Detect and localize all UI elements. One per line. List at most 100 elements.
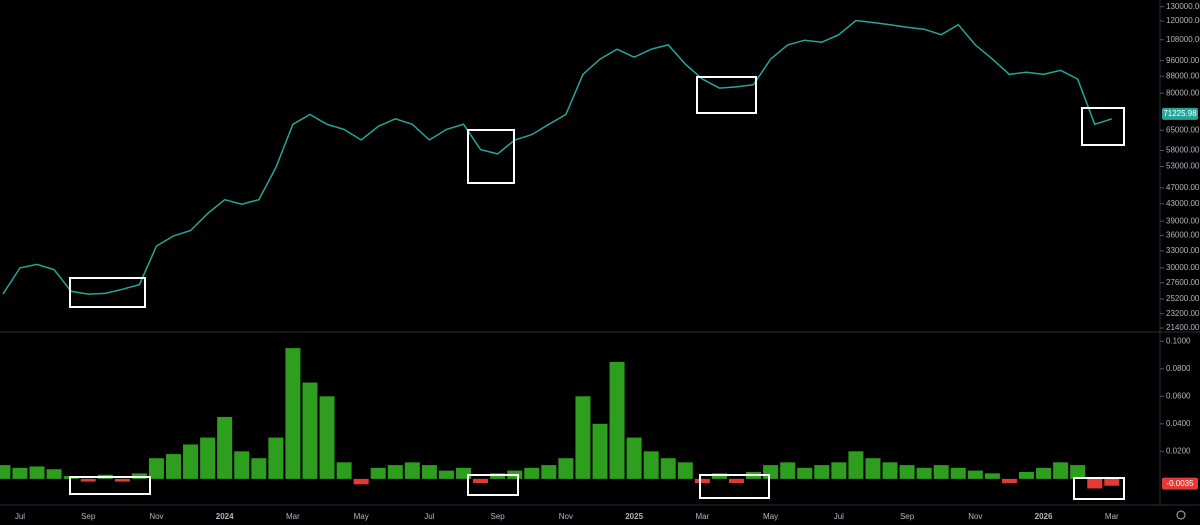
funding-bar [490,473,506,479]
funding-bar [1001,478,1017,483]
x-tick-label: Sep [900,512,915,521]
funding-bar [797,467,813,479]
funding-bar [353,478,369,485]
y-tick-label: 25200.00 [1166,294,1200,303]
funding-bar [370,467,386,479]
annotation-box [467,474,519,496]
funding-bar [831,462,847,479]
funding-bar [456,467,472,479]
x-tick-label: Mar [1105,512,1119,521]
y-tick-label: 27600.00 [1166,278,1200,287]
funding-bar [1036,467,1052,479]
y-tick-label: 30000.00 [1166,263,1200,272]
funding-bar [728,478,744,483]
y-tick-label: 0.0800 [1166,364,1191,373]
funding-bar [285,348,301,479]
funding-bar [148,458,164,479]
funding-bar [0,465,11,479]
last-value-badge [1162,477,1198,490]
funding-bar [1087,478,1103,489]
funding-bar [524,467,540,479]
y-tick-label: 120000.00 [1166,16,1200,25]
funding-bar [234,451,250,479]
funding-bar [336,462,352,479]
x-tick-label: 2025 [625,512,643,521]
funding-bar [626,437,642,479]
y-tick-label: 36000.00 [1166,231,1200,240]
funding-bar [80,478,96,482]
y-tick-label: 88000.00 [1166,71,1200,80]
marks [0,19,1120,489]
annotation-box [69,277,146,308]
funding-bar [404,462,420,479]
funding-bar [660,458,676,479]
y-tick-label: 65000.00 [1166,125,1200,134]
y-tick-label: 96000.00 [1166,56,1200,65]
funding-bar [916,467,932,479]
funding-bar [319,396,335,479]
funding-bar [114,478,130,482]
funding-bar [1104,478,1120,486]
funding-bar [46,469,62,479]
funding-bar [933,465,949,479]
funding-bar [950,467,966,479]
annotation-box [467,129,515,184]
y-tick-label: 0.0400 [1166,419,1191,428]
funding-bar [183,444,199,479]
funding-bar [1019,471,1034,479]
x-tick-label: Sep [491,512,506,521]
x-tick-label: Nov [559,512,573,521]
price-line [2,19,1113,295]
funding-bar [29,466,45,479]
y-tick-label: 58000.00 [1166,146,1200,155]
funding-bar [643,451,659,479]
funding-bar [251,458,267,479]
funding-bar [592,423,608,479]
funding-bar [984,473,1000,479]
annotation-box [69,476,151,495]
x-tick-label: May [763,512,778,521]
y-tick-label: 33000.00 [1166,246,1200,255]
y-tick-label: 53000.00 [1166,162,1200,171]
settings-icon[interactable] [1176,510,1186,520]
funding-bar [711,473,727,479]
annotation-box [1073,477,1125,500]
funding-bar [166,454,181,479]
funding-bar [882,462,898,479]
x-tick-label: Jul [424,512,434,521]
funding-bar [677,462,693,479]
y-tick-label: 39000.00 [1166,216,1200,225]
funding-bar [763,465,779,479]
x-tick-label: Nov [968,512,982,521]
x-tick-label: Jul [15,512,25,521]
funding-bar [438,470,454,479]
funding-bar [387,465,403,479]
funding-bar [558,458,574,479]
funding-bar [848,451,864,479]
y-tick-label: 0.1000 [1166,336,1191,345]
x-tick-label: Sep [81,512,96,521]
x-tick-label: Nov [149,512,163,521]
x-tick-label: 2024 [216,512,234,521]
annotation-box [699,474,770,499]
funding-bar [200,437,216,479]
y-tick-label: 108000.00 [1166,35,1200,44]
funding-bar [865,458,881,479]
funding-bar [814,465,830,479]
funding-bar [967,470,983,479]
annotation-box [696,76,757,114]
funding-bar [302,382,318,479]
funding-bar [1070,465,1086,479]
x-tick-label: Mar [695,512,709,521]
funding-bar [780,462,796,479]
funding-bar [575,396,591,479]
funding-bar [899,465,915,479]
last-value-label: 71225.98 [1163,109,1197,118]
last-value-label: -0.0035 [1166,479,1194,488]
funding-bar [421,465,437,479]
funding-bar [12,467,28,479]
x-tick-label: 2026 [1035,512,1053,521]
funding-bar [694,478,710,483]
x-tick-label: Mar [286,512,300,521]
